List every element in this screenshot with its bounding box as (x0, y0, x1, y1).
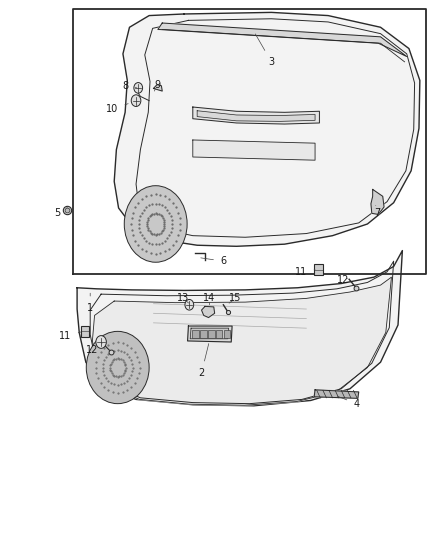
FancyBboxPatch shape (224, 330, 230, 338)
Text: 9: 9 (154, 80, 160, 91)
Text: 8: 8 (122, 81, 137, 91)
FancyBboxPatch shape (208, 330, 215, 338)
Circle shape (96, 336, 106, 349)
Text: 3: 3 (255, 34, 275, 67)
FancyBboxPatch shape (216, 330, 223, 338)
Text: 10: 10 (106, 103, 128, 114)
Polygon shape (114, 12, 420, 246)
Circle shape (131, 95, 141, 107)
Text: 11: 11 (295, 267, 315, 277)
Text: 13: 13 (177, 293, 189, 303)
Text: 5: 5 (54, 206, 68, 219)
Text: 1: 1 (87, 293, 93, 313)
Polygon shape (371, 189, 384, 214)
Polygon shape (193, 140, 315, 160)
Ellipse shape (124, 185, 187, 262)
Text: 14: 14 (203, 293, 215, 305)
Circle shape (185, 300, 194, 310)
Text: 12: 12 (86, 344, 102, 356)
Polygon shape (77, 251, 403, 406)
Polygon shape (314, 390, 359, 398)
Polygon shape (158, 23, 407, 56)
Text: 6: 6 (201, 256, 226, 266)
Text: 2: 2 (198, 344, 209, 378)
Polygon shape (193, 107, 319, 124)
Text: 4: 4 (337, 396, 360, 409)
FancyBboxPatch shape (192, 330, 199, 338)
FancyBboxPatch shape (314, 264, 323, 275)
Circle shape (134, 83, 143, 93)
Text: 11: 11 (59, 330, 81, 341)
Polygon shape (187, 326, 232, 342)
Ellipse shape (86, 332, 149, 403)
Polygon shape (190, 328, 229, 339)
Text: 12: 12 (337, 276, 350, 285)
Polygon shape (92, 277, 392, 405)
Polygon shape (201, 306, 215, 318)
Text: 7: 7 (374, 205, 380, 219)
Polygon shape (197, 111, 315, 122)
FancyBboxPatch shape (81, 326, 89, 337)
Polygon shape (153, 85, 162, 91)
Text: 15: 15 (229, 293, 242, 303)
FancyBboxPatch shape (200, 330, 207, 338)
